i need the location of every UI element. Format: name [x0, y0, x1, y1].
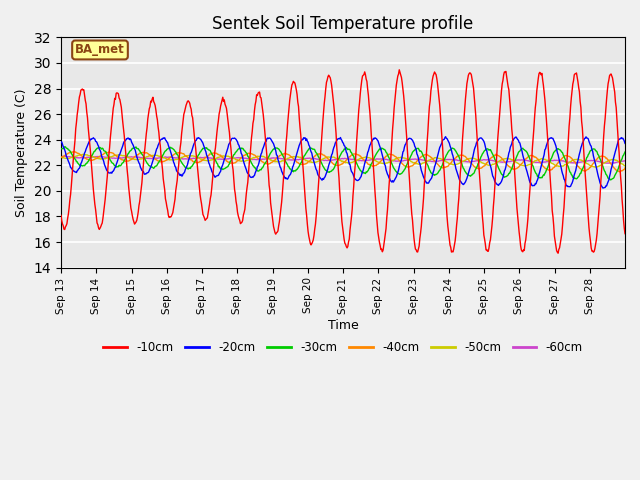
-30cm	[607, 177, 614, 183]
-40cm	[57, 155, 65, 160]
-40cm	[277, 152, 285, 158]
-60cm	[621, 158, 629, 164]
-10cm	[621, 231, 629, 237]
-50cm	[277, 159, 285, 165]
-50cm	[402, 156, 410, 161]
-60cm	[256, 156, 264, 162]
-10cm	[402, 123, 410, 129]
-10cm	[396, 67, 403, 72]
-60cm	[402, 157, 410, 163]
-60cm	[228, 156, 236, 161]
Line: -40cm: -40cm	[61, 152, 625, 172]
-60cm	[277, 156, 285, 161]
-30cm	[57, 146, 65, 152]
Line: -60cm: -60cm	[61, 156, 625, 163]
-60cm	[608, 160, 616, 166]
-40cm	[228, 160, 236, 166]
Title: Sentek Soil Temperature profile: Sentek Soil Temperature profile	[212, 15, 474, 33]
-30cm	[256, 167, 264, 173]
-20cm	[57, 139, 65, 145]
-10cm	[276, 212, 284, 218]
-10cm	[57, 213, 65, 218]
-30cm	[228, 156, 236, 162]
-20cm	[124, 136, 131, 142]
-30cm	[277, 149, 285, 155]
-30cm	[124, 151, 132, 157]
-30cm	[621, 149, 629, 155]
-40cm	[434, 161, 442, 167]
-40cm	[124, 158, 132, 164]
-50cm	[228, 155, 236, 160]
-50cm	[621, 163, 629, 168]
-50cm	[593, 164, 600, 170]
-60cm	[434, 158, 442, 164]
Line: -20cm: -20cm	[61, 137, 625, 188]
-40cm	[621, 165, 629, 171]
-50cm	[79, 152, 87, 157]
-40cm	[616, 169, 624, 175]
-20cm	[599, 185, 607, 191]
-10cm	[227, 145, 235, 151]
-40cm	[402, 164, 410, 169]
-20cm	[255, 160, 262, 166]
-50cm	[256, 154, 264, 159]
-50cm	[124, 155, 132, 160]
Line: -30cm: -30cm	[61, 147, 625, 180]
-20cm	[433, 156, 440, 162]
Line: -10cm: -10cm	[61, 70, 625, 253]
-40cm	[71, 149, 79, 155]
X-axis label: Time: Time	[328, 319, 358, 332]
-20cm	[442, 134, 449, 140]
-10cm	[434, 81, 442, 86]
-20cm	[401, 142, 409, 148]
-10cm	[255, 89, 262, 95]
-60cm	[57, 154, 65, 159]
-40cm	[256, 156, 264, 162]
-20cm	[621, 141, 629, 146]
-50cm	[57, 155, 65, 160]
Line: -50cm: -50cm	[61, 155, 625, 167]
Legend: -10cm, -20cm, -30cm, -40cm, -50cm, -60cm: -10cm, -20cm, -30cm, -40cm, -50cm, -60cm	[99, 336, 588, 359]
-60cm	[60, 153, 68, 159]
-10cm	[124, 168, 131, 173]
-30cm	[61, 144, 68, 150]
-50cm	[434, 155, 442, 161]
-10cm	[554, 251, 562, 256]
-20cm	[276, 164, 284, 170]
-30cm	[402, 164, 410, 169]
Text: BA_met: BA_met	[75, 44, 125, 57]
Y-axis label: Soil Temperature (C): Soil Temperature (C)	[15, 88, 28, 217]
-30cm	[434, 170, 442, 176]
-60cm	[124, 154, 132, 160]
-20cm	[227, 137, 235, 143]
